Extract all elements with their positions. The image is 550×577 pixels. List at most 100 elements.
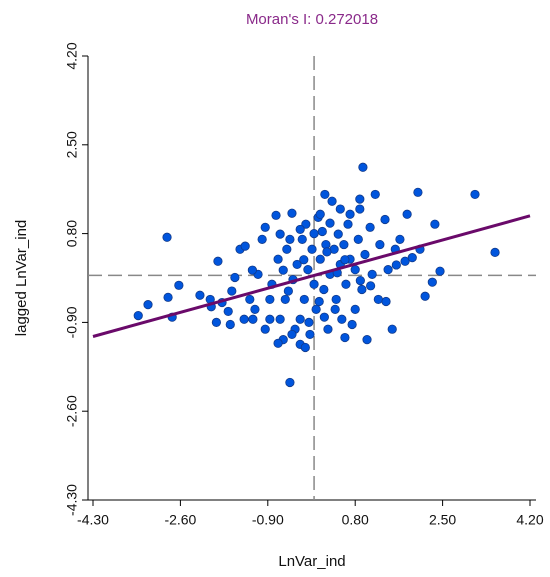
point	[225, 319, 235, 330]
point	[239, 314, 249, 324]
y-tick-label: 0.80	[64, 220, 80, 247]
point	[299, 255, 309, 265]
y-tick-label: -4.30	[64, 484, 80, 516]
point	[303, 265, 313, 275]
point	[470, 189, 480, 200]
point	[347, 319, 357, 330]
point	[381, 296, 391, 307]
point	[273, 338, 283, 348]
point	[174, 280, 184, 290]
point	[319, 284, 329, 295]
point	[400, 256, 410, 266]
point	[355, 194, 365, 204]
point	[331, 294, 341, 305]
point	[287, 329, 297, 340]
point	[260, 222, 270, 232]
point	[260, 324, 270, 334]
x-axis-label: LnVar_ind	[278, 553, 345, 570]
point	[307, 244, 317, 254]
point	[287, 208, 297, 218]
point	[387, 324, 397, 334]
point	[325, 218, 335, 228]
point	[322, 247, 332, 257]
point	[335, 204, 345, 214]
point	[427, 277, 437, 287]
point	[282, 244, 292, 254]
point	[333, 229, 343, 239]
x-tick-label: -0.90	[252, 512, 284, 528]
x-tick-label: 0.80	[342, 512, 369, 528]
point	[383, 265, 393, 275]
point	[278, 265, 288, 275]
point	[143, 300, 153, 310]
point	[350, 304, 360, 314]
point	[339, 239, 349, 250]
point	[133, 311, 143, 321]
point	[355, 276, 365, 286]
point	[317, 226, 327, 237]
point	[280, 294, 290, 305]
point	[391, 260, 401, 270]
point	[380, 214, 390, 225]
point	[301, 219, 311, 229]
point	[370, 189, 380, 200]
y-axis-label: lagged LnVar_ind	[13, 220, 30, 336]
point	[365, 222, 375, 232]
point	[305, 329, 315, 340]
point	[195, 290, 205, 300]
point	[211, 317, 221, 327]
point	[366, 281, 376, 291]
point	[250, 304, 260, 314]
point	[283, 286, 293, 296]
point	[309, 229, 319, 239]
point	[247, 265, 257, 275]
point	[230, 272, 240, 283]
point	[273, 254, 283, 264]
point	[343, 219, 353, 229]
point	[360, 249, 370, 260]
point	[300, 342, 310, 353]
point	[330, 304, 340, 314]
regression-line	[92, 214, 531, 338]
point	[271, 210, 281, 220]
point	[320, 189, 330, 200]
point	[297, 234, 307, 244]
chart-title: Moran's I: 0.272018	[246, 11, 378, 28]
point	[327, 196, 337, 206]
point	[163, 292, 173, 302]
point	[315, 254, 325, 264]
point	[357, 284, 367, 295]
point	[311, 304, 321, 314]
point	[295, 314, 305, 324]
point	[257, 234, 267, 244]
point	[275, 314, 285, 324]
point	[375, 239, 385, 250]
point	[420, 291, 430, 301]
point	[227, 286, 237, 296]
y-tick-label: -0.90	[64, 306, 80, 338]
y-tick-label: 4.20	[64, 42, 80, 69]
point	[373, 294, 383, 305]
point	[309, 279, 319, 289]
x-tick-label: 2.50	[429, 512, 456, 528]
point	[223, 306, 233, 317]
point	[355, 204, 365, 214]
point	[340, 332, 350, 343]
point	[430, 219, 440, 229]
point	[319, 312, 329, 322]
y-tick-label: -2.60	[64, 395, 80, 427]
point	[162, 232, 172, 242]
point	[353, 234, 363, 244]
point	[245, 294, 255, 305]
point	[304, 317, 314, 327]
x-tick-label: -2.60	[164, 512, 196, 528]
point	[315, 209, 325, 219]
y-tick-label: 2.50	[64, 131, 80, 158]
x-tick-label: 4.20	[516, 512, 543, 528]
point	[248, 314, 258, 324]
point	[490, 247, 500, 258]
point	[340, 255, 350, 265]
point	[367, 269, 377, 279]
point	[265, 294, 275, 305]
